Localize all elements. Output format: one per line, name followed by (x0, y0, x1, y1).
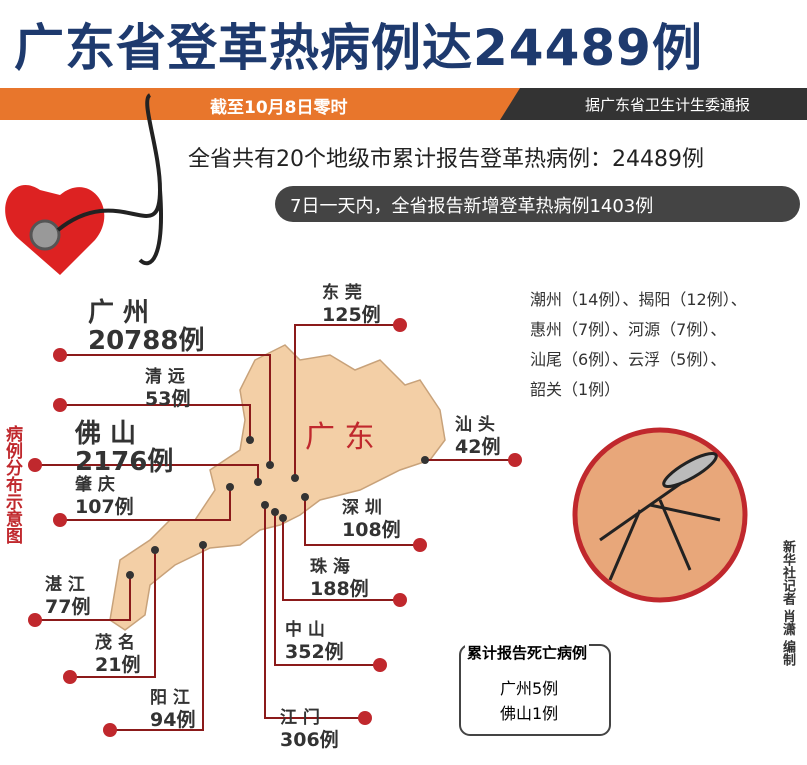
stethoscope-head (31, 221, 59, 249)
summary-new: 7日一天内，全省报告新增登革热病例1403例 (290, 192, 653, 218)
summary-total: 全省共有20个地级市累计报告登革热病例：24489例 (188, 141, 704, 173)
page: 广东省登革热病例达24489例 截至10月8日零时 据广东省卫生计生委通报 全省… (0, 0, 807, 765)
banner-source: 据广东省卫生计生委通报 (585, 94, 750, 115)
title: 广东省登革热病例达24489例 (14, 8, 703, 80)
city-count: 125例 (322, 300, 381, 327)
city-count: 21例 (95, 650, 140, 677)
city-count: 53例 (145, 384, 190, 411)
deaths-item: 佛山1例 (500, 700, 558, 724)
deaths-title: 累计报告死亡病例 (465, 642, 589, 663)
city-count: 42例 (455, 432, 500, 459)
mosquito-circle (575, 430, 745, 600)
side-title: 病例分布示意图 (0, 425, 25, 544)
other-line: 惠州（7例）、河源（7例）、 (530, 315, 747, 345)
city-count: 77例 (45, 592, 90, 619)
other-line: 韶关（1例） (530, 375, 747, 405)
city-count: 306例 (280, 725, 339, 752)
other-line: 潮州（14例）、揭阳（12例）、 (530, 285, 747, 315)
other-line: 汕尾（6例）、云浮（5例）、 (530, 345, 747, 375)
city-count: 108例 (342, 515, 401, 542)
credit: 新华社记者 肖潇 编制 (778, 540, 797, 666)
city-count: 94例 (150, 705, 195, 732)
city-count: 352例 (285, 637, 344, 664)
banner-date: 截至10月8日零时 (210, 93, 348, 118)
city-count: 107例 (75, 492, 134, 519)
city-count: 20788例 (88, 320, 204, 357)
city-count: 188例 (310, 574, 369, 601)
deaths-item: 广州5例 (500, 675, 558, 699)
map-label: 广 东 (305, 412, 375, 456)
other-cities: 潮州（14例）、揭阳（12例）、 惠州（7例）、河源（7例）、 汕尾（6例）、云… (530, 285, 747, 405)
